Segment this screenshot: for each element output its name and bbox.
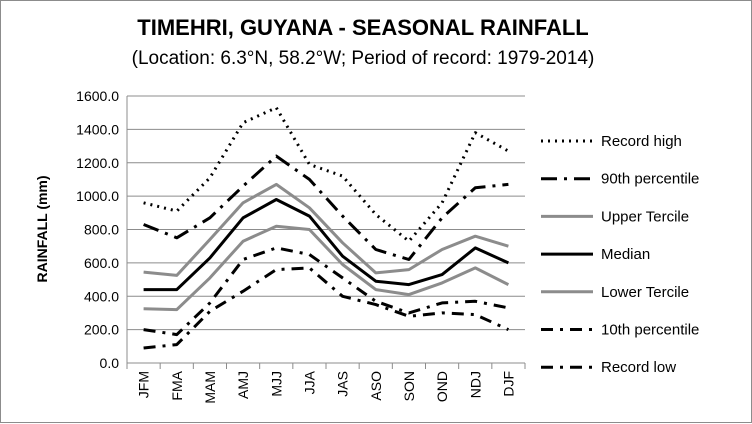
- chart-title: TIMEHRI, GUYANA - SEASONAL RAINFALL: [137, 15, 588, 40]
- y-tick-label: 200.0: [84, 322, 119, 338]
- legend-label: Record low: [601, 359, 676, 376]
- y-tick-label: 600.0: [84, 255, 119, 271]
- legend-label: 90th percentile: [601, 171, 699, 188]
- series-line-record-high: [143, 106, 510, 243]
- x-tick-label: ASO: [368, 371, 384, 401]
- y-tick-label: 400.0: [84, 288, 119, 304]
- x-tick-label: JAS: [335, 371, 351, 397]
- x-tick-label: MJJ: [268, 371, 284, 397]
- series-line-90th-percentile: [143, 154, 509, 261]
- x-tick-label: JFM: [136, 371, 152, 398]
- legend: Record high 90th percentile Upper Tercile M…: [541, 133, 699, 376]
- series-line-median: [143, 198, 510, 292]
- x-tick-label: FMA: [169, 370, 185, 400]
- gridlines: [127, 95, 525, 331]
- x-tick-label: NDJ: [467, 371, 483, 398]
- x-tick-label: MAM: [202, 371, 218, 404]
- series-line-10th-percentile: [143, 246, 509, 337]
- y-tick-label: 0.0: [100, 355, 120, 371]
- chart-subtitle: (Location: 6.3°N, 58.2°W; Period of reco…: [132, 48, 595, 69]
- y-tick-label: 1200.0: [76, 155, 119, 171]
- y-axis-label: RAINFALL (mm): [34, 175, 50, 282]
- y-tick-label: 1400.0: [76, 121, 119, 137]
- y-tick-label: 800.0: [84, 222, 119, 238]
- series-line-lower-tercile: [143, 224, 510, 312]
- legend-label: Median: [601, 246, 650, 263]
- x-tick-label: SON: [401, 371, 417, 401]
- legend-label: 10th percentile: [601, 322, 699, 339]
- x-tick-label: JJA: [301, 370, 317, 394]
- y-tick-label: 1000.0: [76, 188, 119, 204]
- x-tick-label: OND: [434, 371, 450, 402]
- axes: 0.0 200.0 400.0 600.0 800.0 1000.0 1200.0 1400.…: [76, 88, 526, 404]
- series-lines: [143, 106, 510, 350]
- series-line-record-low: [143, 266, 510, 350]
- series-line-upper-tercile: [143, 182, 509, 277]
- legend-label: Record high: [601, 133, 682, 150]
- x-tick-label: DJF: [500, 371, 516, 397]
- legend-label: Upper Tercile: [601, 208, 689, 225]
- y-tick-label: 1600.0: [76, 88, 119, 104]
- x-tick-label: AMJ: [235, 371, 251, 399]
- legend-label: Lower Tercile: [601, 284, 689, 301]
